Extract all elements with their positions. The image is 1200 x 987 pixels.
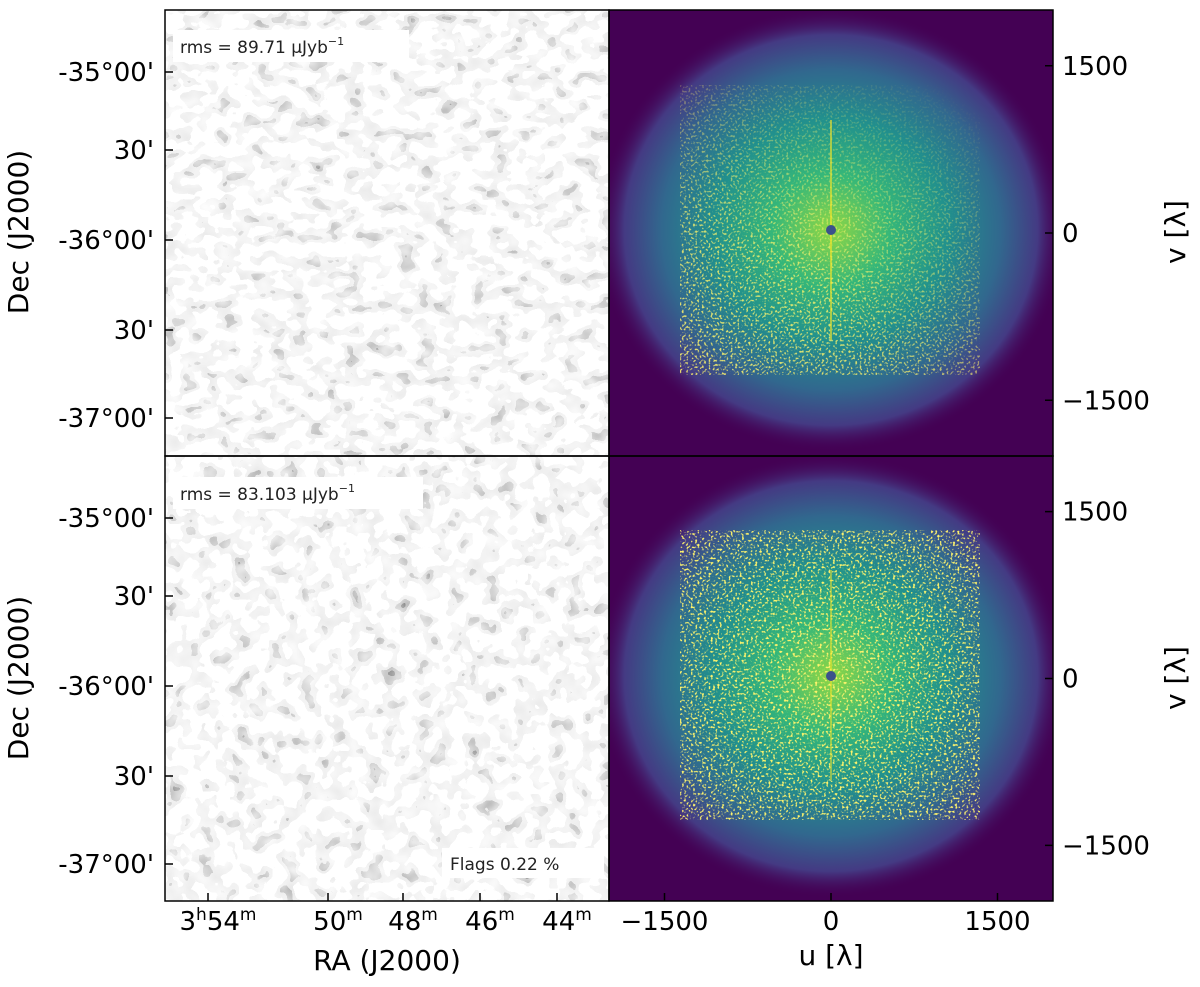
dec-tick-label: 30' xyxy=(114,136,154,166)
ra-tick-label: 50m xyxy=(313,905,363,937)
svg-text:rms = 89.71 μJyb−1: rms = 89.71 μJyb−1 xyxy=(180,35,344,58)
dec-tick-label: -36°00' xyxy=(58,672,154,702)
rms-label-top: rms = 89.71 μJyb−1 xyxy=(173,30,409,62)
u-tick-label: −1500 xyxy=(621,907,709,937)
xlabel-ra: RA (J2000) xyxy=(313,944,461,977)
flags-label: Flags 0.22 % xyxy=(442,848,604,878)
v-tick-label: 0 xyxy=(1062,219,1079,249)
dec-tick-labels-top: -35°00' 30' -36°00' 30' -37°00' xyxy=(58,58,173,434)
v-tick-label: 1500 xyxy=(1062,498,1128,528)
u-tick-labels: −1500 0 1500 xyxy=(621,893,1031,937)
v-tick-labels-top: 1500 0 −1500 xyxy=(1045,52,1150,416)
panel-bottom-right-uv xyxy=(609,456,1053,901)
dec-tick-label: 30' xyxy=(114,582,154,612)
rms-label-bottom: rms = 83.103 μJyb−1 xyxy=(173,477,423,509)
svg-text:rms = 83.103 μJyb−1: rms = 83.103 μJyb−1 xyxy=(180,482,355,505)
u-tick-label: 0 xyxy=(823,907,840,937)
ylabel-v-top: v [λ] xyxy=(1159,200,1192,264)
ylabel-dec-bottom: Dec (J2000) xyxy=(2,596,35,760)
v-tick-labels-bottom: 1500 0 −1500 xyxy=(1045,498,1150,861)
dec-tick-label: 30' xyxy=(114,762,154,792)
u-tick-label: 1500 xyxy=(964,907,1030,937)
v-tick-label: −1500 xyxy=(1062,831,1150,861)
ra-tick-label: 3h54m xyxy=(180,905,257,937)
v-tick-label: 0 xyxy=(1062,665,1079,695)
panel-top-right-uv xyxy=(609,10,1053,456)
ylabel-dec-top: Dec (J2000) xyxy=(2,150,35,314)
dec-tick-label: -35°00' xyxy=(58,58,154,88)
svg-text:Flags 0.22 %: Flags 0.22 % xyxy=(450,855,559,875)
panel-bottom-left-image xyxy=(165,456,609,901)
dec-tick-label: -36°00' xyxy=(58,226,154,256)
dec-tick-label: -35°00' xyxy=(58,504,154,534)
ra-tick-labels: 3h54m 50m 48m 46m 44m xyxy=(180,893,592,937)
ra-tick-label: 44m xyxy=(542,905,592,937)
ylabel-v-bottom: v [λ] xyxy=(1159,646,1192,710)
panel-top-left-image xyxy=(165,10,609,456)
dec-tick-labels-bottom: -35°00' 30' -36°00' 30' -37°00' xyxy=(58,504,173,880)
v-tick-label: 1500 xyxy=(1062,52,1128,82)
dec-tick-label: 30' xyxy=(114,316,154,346)
xlabel-u: u [λ] xyxy=(798,939,863,972)
v-tick-label: −1500 xyxy=(1062,386,1150,416)
dec-tick-label: -37°00' xyxy=(58,850,154,880)
ra-tick-label: 46m xyxy=(465,905,515,937)
dec-tick-label: -37°00' xyxy=(58,404,154,434)
ra-tick-label: 48m xyxy=(388,905,438,937)
